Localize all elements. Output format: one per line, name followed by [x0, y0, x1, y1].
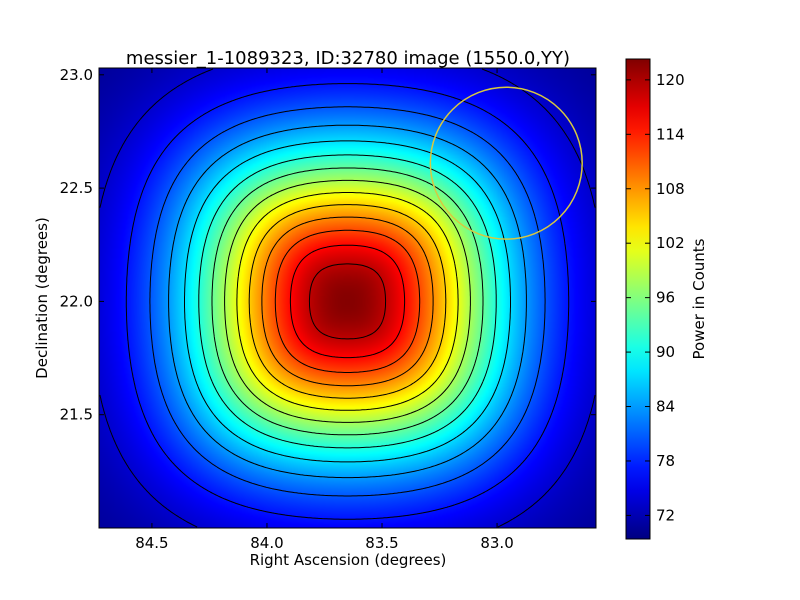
colorbar-tick-label: 72 — [656, 506, 675, 524]
colorbar-tick-label: 78 — [656, 452, 675, 470]
colorbar-tick-label: 108 — [656, 180, 685, 198]
contour-line — [236, 192, 459, 411]
colorbar-bar — [625, 58, 651, 540]
contour-lines — [99, 68, 596, 528]
colorbar-tick-label: 96 — [656, 289, 675, 307]
contour-line — [99, 68, 596, 528]
colorbar-ticks: 72 78 84 90 96 102 108 114 120 — [626, 71, 685, 524]
contour-line — [261, 216, 434, 387]
y-axis-label: Declination (degrees) — [33, 217, 51, 379]
colorbar-tick-label: 84 — [656, 398, 675, 416]
colorbar: 72 78 84 90 96 102 108 114 120 Power in Counts — [625, 58, 708, 540]
x-axis-label: Right Ascension (degrees) — [250, 551, 447, 569]
y-tick-label: 23.0 — [60, 66, 93, 84]
plot-frame — [98, 67, 597, 529]
x-tick-label: 84.0 — [250, 534, 283, 552]
heatmap-image — [99, 68, 596, 528]
colorbar-tick-label: 120 — [656, 71, 685, 89]
contour-line — [224, 179, 471, 423]
y-tick-label: 22.5 — [60, 179, 93, 197]
contour-line — [149, 106, 546, 497]
contour-line — [184, 140, 511, 463]
x-tick-label: 83.0 — [480, 534, 513, 552]
y-tick-label: 22.0 — [60, 292, 93, 310]
contour-line — [248, 204, 447, 399]
y-tick-label: 21.5 — [60, 406, 93, 424]
colorbar-tick-label: 114 — [656, 125, 685, 143]
colorbar-label: Power in Counts — [690, 238, 708, 359]
plot-area — [99, 68, 596, 528]
chart-title: messier_1-1089323, ID:32780 image (1550.… — [126, 48, 570, 69]
contour-line — [289, 244, 406, 359]
contour-line — [211, 167, 484, 436]
x-tick-label: 83.5 — [365, 534, 398, 552]
y-axis: 21.5 22.0 22.5 23.0 — [60, 66, 596, 424]
contour-line — [274, 229, 421, 373]
contour-line — [168, 124, 527, 479]
x-tick-label: 84.5 — [135, 534, 168, 552]
contour-line — [125, 83, 570, 520]
contour-line — [308, 263, 387, 340]
colorbar-tick-label: 90 — [656, 343, 675, 361]
beam-circle — [429, 86, 583, 240]
colorbar-tick-label: 102 — [656, 234, 685, 252]
contour-line — [198, 154, 497, 449]
x-axis: 84.5 84.0 83.5 83.0 — [135, 68, 514, 552]
